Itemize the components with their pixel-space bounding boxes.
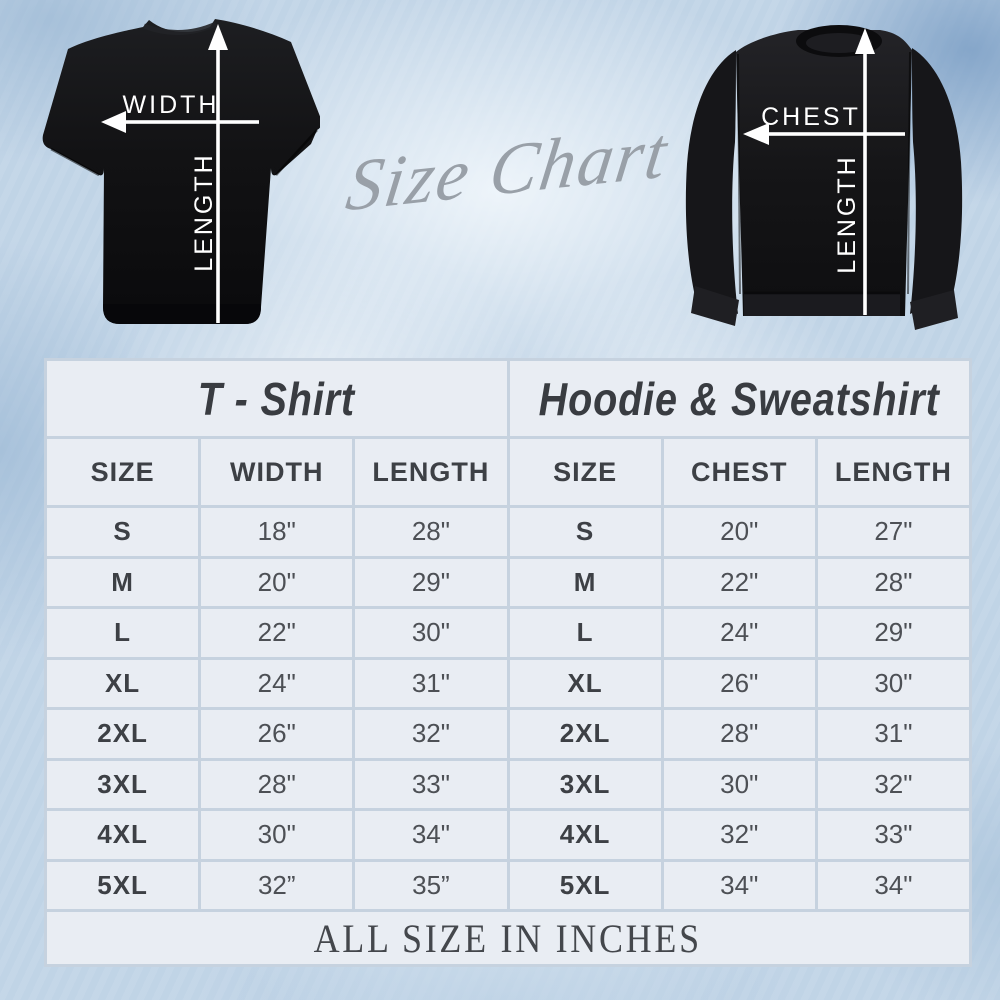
sweatshirt-cuff-left [691, 286, 739, 326]
size-table: T - Shirt Hoodie & Sweatshirt SIZE WIDTH… [44, 358, 972, 967]
size-label-cell: 3XL [47, 760, 199, 808]
measurement-cell: 20" [201, 558, 353, 606]
sweatshirt-seam-left [737, 53, 741, 295]
tshirt-image: WIDTH LENGTH [42, 19, 320, 324]
size-label-cell: M [509, 558, 661, 606]
measurement-cell: 30" [663, 760, 815, 808]
table-footer-note-text: ALL SIZE IN INCHES [313, 915, 703, 961]
measurement-cell: 28" [817, 558, 969, 606]
tshirt-sleeve-seam-right [275, 129, 318, 176]
measurement-cell: 24" [663, 609, 815, 657]
measurement-cell: 33" [817, 811, 969, 859]
measurement-cell: 29" [817, 609, 969, 657]
measurement-cell: 18" [201, 508, 353, 556]
hoodie-col-header-length: LENGTH [817, 439, 969, 505]
measurement-cell: 32” [201, 861, 353, 909]
measurement-cell: 28" [663, 710, 815, 758]
measurement-cell: 34" [663, 861, 815, 909]
tshirt-silhouette [42, 19, 320, 324]
size-label-cell: L [47, 609, 199, 657]
tshirt-col-header-length: LENGTH [355, 439, 507, 505]
hoodie-table-title-text: Hoodie & Sweatshirt [538, 372, 940, 425]
size-label-cell: XL [47, 659, 199, 707]
hoodie-col-header-chest: CHEST [663, 439, 815, 505]
hoodie-col-header-size: SIZE [509, 439, 661, 505]
size-label-cell: 2XL [509, 710, 661, 758]
measurement-cell: 31" [817, 710, 969, 758]
size-label-cell: 5XL [509, 861, 661, 909]
measurement-cell: 20" [663, 508, 815, 556]
sweatshirt-seam-right [907, 51, 911, 295]
size-label-cell: L [509, 609, 661, 657]
sweatshirt-chest-label: CHEST [761, 103, 861, 131]
measurement-cell: 32" [355, 710, 507, 758]
measurement-cell: 30" [817, 659, 969, 707]
measurement-cell: 24" [201, 659, 353, 707]
tshirt-width-arrow [101, 111, 259, 133]
tshirt-length-arrow [208, 24, 228, 323]
sweatshirt-cuff-right [910, 290, 958, 330]
size-label-cell: XL [509, 659, 661, 707]
tshirt-length-label: LENGTH [190, 152, 218, 271]
measurement-cell: 28" [201, 760, 353, 808]
sweatshirt-length-arrow [855, 28, 875, 315]
measurement-cell: 22" [663, 558, 815, 606]
measurement-cell: 32" [817, 760, 969, 808]
hoodie-table-title: Hoodie & Sweatshirt [509, 361, 969, 436]
tshirt-sleeve-seam-left [50, 147, 100, 177]
size-label-cell: 4XL [509, 811, 661, 859]
measurement-cell: 31" [355, 659, 507, 707]
script-heading: Size Chart [341, 111, 674, 227]
sweatshirt-image: CHEST LENGTH [685, 25, 963, 330]
measurement-cell: 34" [355, 811, 507, 859]
sweatshirt-hem-band [744, 292, 900, 316]
sweatshirt-collar-inner [806, 33, 872, 53]
size-label-cell: 5XL [47, 861, 199, 909]
size-label-cell: 4XL [47, 811, 199, 859]
tshirt-table-title: T - Shirt [47, 361, 507, 436]
size-label-cell: S [509, 508, 661, 556]
measurement-cell: 35” [355, 861, 507, 909]
measurement-cell: 32" [663, 811, 815, 859]
sweatshirt-sleeve-left [685, 50, 738, 314]
measurement-cell: 29" [355, 558, 507, 606]
tshirt-col-header-width: WIDTH [201, 439, 353, 505]
measurement-cell: 33" [355, 760, 507, 808]
sweatshirt-chest-arrow [743, 123, 905, 145]
table-footer-note: ALL SIZE IN INCHES [47, 912, 969, 964]
measurement-cell: 28" [355, 508, 507, 556]
size-label-cell: 2XL [47, 710, 199, 758]
size-label-cell: S [47, 508, 199, 556]
tshirt-hem [103, 304, 261, 324]
measurement-cell: 30" [355, 609, 507, 657]
tshirt-collar [143, 21, 218, 36]
size-label-cell: M [47, 558, 199, 606]
tshirt-col-header-size: SIZE [47, 439, 199, 505]
sweatshirt-length-label: LENGTH [833, 154, 861, 273]
size-label-cell: 3XL [509, 760, 661, 808]
measurement-cell: 27" [817, 508, 969, 556]
sweatshirt-body [736, 30, 912, 316]
measurement-cell: 34" [817, 861, 969, 909]
measurement-cell: 26" [201, 710, 353, 758]
measurement-cell: 30" [201, 811, 353, 859]
measurement-cell: 22" [201, 609, 353, 657]
sweatshirt-sleeve-right [910, 48, 963, 314]
measurement-cell: 26" [663, 659, 815, 707]
tshirt-width-label: WIDTH [123, 91, 220, 119]
tshirt-table-title-text: T - Shirt [198, 372, 356, 425]
